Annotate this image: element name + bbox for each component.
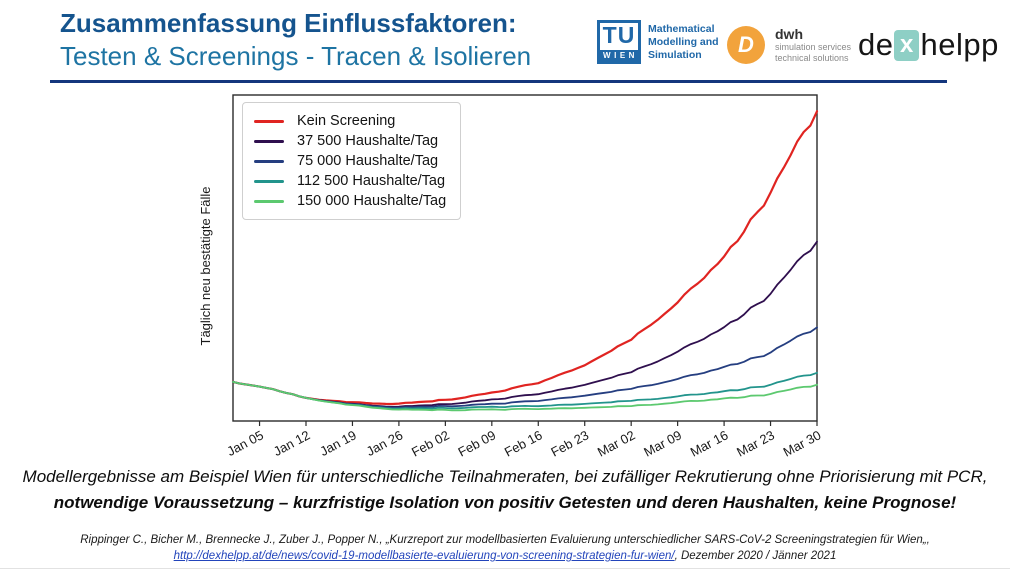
legend-item-0: Kein Screening (254, 111, 446, 131)
legend-swatch-icon (254, 179, 284, 183)
series-line-4 (232, 381, 818, 412)
x-tick-label: Jan 05 (224, 427, 266, 459)
x-tick-label: Jan 19 (317, 427, 359, 459)
x-tick-label: Feb 02 (409, 427, 452, 459)
tu-wien-logo: TU WIEN Mathematical Modelling and Simul… (597, 20, 719, 64)
legend-swatch-icon (254, 159, 284, 163)
slide-title-line1: Zusammenfassung Einflussfaktoren: (60, 8, 517, 38)
legend-swatch-icon (254, 119, 284, 123)
x-tick-label: Feb 16 (502, 427, 545, 459)
x-tick-label: Feb 09 (455, 427, 498, 459)
legend-label: 112 500 Haushalte/Tag (297, 173, 446, 189)
dexhelpp-logo: de x helpp (858, 27, 999, 62)
legend-item-4: 150 000 Haushalte/Tag (254, 191, 446, 211)
legend-label: 37 500 Haushalte/Tag (297, 133, 439, 149)
legend-item-3: 112 500 Haushalte/Tag (254, 171, 446, 191)
x-tick-label: Mar 30 (781, 427, 824, 459)
legend-item-2: 75 000 Haushalte/Tag (254, 151, 446, 171)
chart-legend: Kein Screening 37 500 Haushalte/Tag 75 000… (242, 102, 462, 220)
x-tick-label: Jan 26 (364, 427, 406, 459)
dwh-logo-text: dwh simulation services technical soluti… (775, 25, 852, 63)
tu-wien-logo-icon: TU WIEN (597, 20, 641, 64)
header-divider (50, 80, 947, 83)
legend-label: 75 000 Haushalte/Tag (297, 153, 439, 169)
x-tick-label: Mar 23 (734, 427, 777, 459)
tu-wien-logo-text: Mathematical Modelling and Simulation (648, 22, 719, 61)
citation-line2: http://dexhelpp.at/de/news/covid-19-mode… (0, 550, 1010, 562)
y-axis-label: Täglich neu bestätigte Fälle (198, 187, 213, 346)
x-tick-label: Mar 09 (641, 427, 684, 459)
legend-swatch-icon (254, 199, 284, 203)
legend-item-1: 37 500 Haushalte/Tag (254, 131, 446, 151)
x-tick-label: Mar 16 (688, 427, 731, 459)
citation-link[interactable]: http://dexhelpp.at/de/news/covid-19-mode… (173, 550, 675, 562)
legend-label: Kein Screening (297, 113, 396, 129)
slide-title-line2: Testen & Screenings - Tracen & Isolieren (60, 41, 532, 71)
caption-line2: notwendige Voraussetzung – kurzfristige … (53, 493, 957, 512)
x-tick-label: Jan 12 (271, 427, 313, 459)
citation-suffix: , Dezember 2020 / Jänner 2021 (674, 550, 837, 562)
citation-line1: Rippinger C., Bicher M., Brennecke J., Z… (80, 534, 930, 546)
x-tick-label: Mar 02 (595, 427, 638, 459)
dexhelpp-x-icon: x (894, 29, 920, 61)
dwh-logo-icon: D (727, 26, 765, 64)
x-tick-label: Feb 23 (548, 427, 591, 459)
legend-swatch-icon (254, 139, 284, 143)
dwh-logo: D dwh simulation services technical solu… (727, 26, 851, 64)
caption-line1: Modellergebnisse am Beispiel Wien für un… (22, 467, 988, 486)
legend-label: 150 000 Haushalte/Tag (297, 193, 447, 209)
